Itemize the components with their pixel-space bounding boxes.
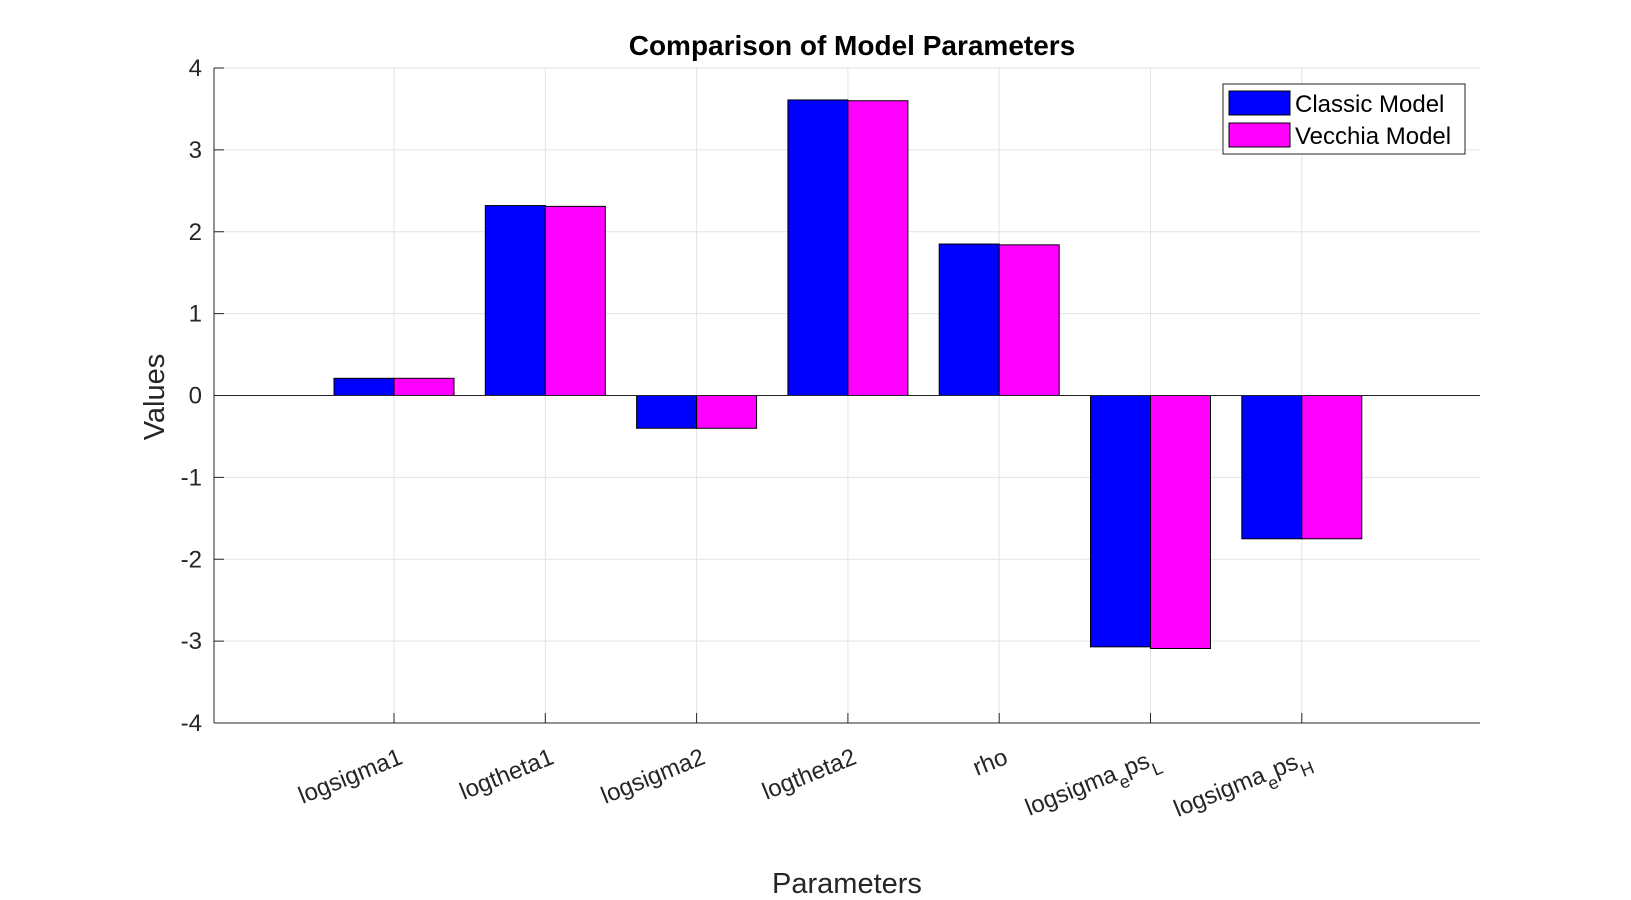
bar-classic-model-3 bbox=[787, 99, 849, 397]
bar-vecchia-model-5 bbox=[1150, 395, 1211, 649]
bar-vecchia-model-4 bbox=[998, 244, 1060, 396]
bar-classic-model-4 bbox=[938, 243, 1000, 396]
x-axis-title: Parameters bbox=[772, 868, 922, 900]
legend-swatch-vecchia-model bbox=[1228, 122, 1291, 148]
bars bbox=[333, 99, 1363, 649]
bar-classic-model-2 bbox=[636, 395, 698, 429]
x-tick-label: logtheta1 bbox=[456, 744, 558, 806]
x-tick-label: logsigma2 bbox=[597, 744, 709, 810]
bar-classic-model-6 bbox=[1241, 395, 1303, 540]
x-tick-label: logsigmaepsH bbox=[1170, 744, 1317, 831]
y-tick-label: 0 bbox=[189, 383, 202, 410]
y-tick-label: -2 bbox=[181, 546, 202, 573]
chart-title: Comparison of Model Parameters bbox=[629, 30, 1076, 61]
y-tick-label: -1 bbox=[181, 464, 202, 491]
bar-vecchia-model-0 bbox=[393, 377, 455, 396]
bar-classic-model-1 bbox=[484, 205, 546, 396]
x-tick-label: logsigmaepsL bbox=[1021, 744, 1165, 829]
bar-vecchia-model-2 bbox=[696, 395, 758, 429]
y-axis-title: Values bbox=[139, 354, 171, 441]
bar-vecchia-model-1 bbox=[544, 205, 606, 396]
legend-swatch-classic-model bbox=[1228, 90, 1291, 116]
y-tick-label: 3 bbox=[189, 137, 202, 164]
legend: Classic Model Vecchia Model bbox=[1222, 83, 1466, 155]
bar-classic-model-0 bbox=[333, 377, 395, 396]
y-tick-label: 1 bbox=[189, 301, 202, 328]
x-tick-label: logsigma1 bbox=[295, 744, 407, 810]
y-tick-label: -4 bbox=[181, 710, 202, 737]
x-tick-label: rho bbox=[969, 744, 1011, 782]
bar-vecchia-model-6 bbox=[1301, 395, 1363, 540]
legend-label-vecchia-model: Vecchia Model bbox=[1295, 123, 1451, 150]
x-tick-label: logtheta2 bbox=[758, 744, 860, 806]
y-tick-label: -3 bbox=[181, 628, 202, 655]
bar-vecchia-model-3 bbox=[847, 100, 909, 396]
y-tick-label: 4 bbox=[189, 55, 202, 82]
legend-label-classic-model: Classic Model bbox=[1295, 91, 1444, 118]
bar-classic-model-5 bbox=[1090, 395, 1151, 648]
y-tick-label: 2 bbox=[189, 219, 202, 246]
axes bbox=[213, 67, 1480, 724]
